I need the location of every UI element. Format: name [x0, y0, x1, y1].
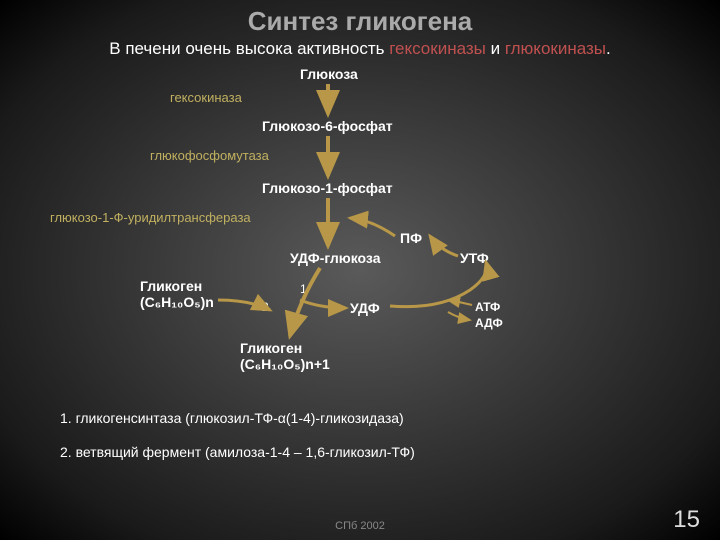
footnote-1: 1. гликогенсинтаза (глюкозил-ТФ-α(1-4)-г…: [60, 410, 404, 426]
footnote-2: 2. ветвящий фермент (амилоза-1-4 – 1,6-г…: [60, 444, 415, 460]
page-number: 15: [673, 506, 700, 534]
footer-credit: СПб 2002: [335, 520, 385, 532]
